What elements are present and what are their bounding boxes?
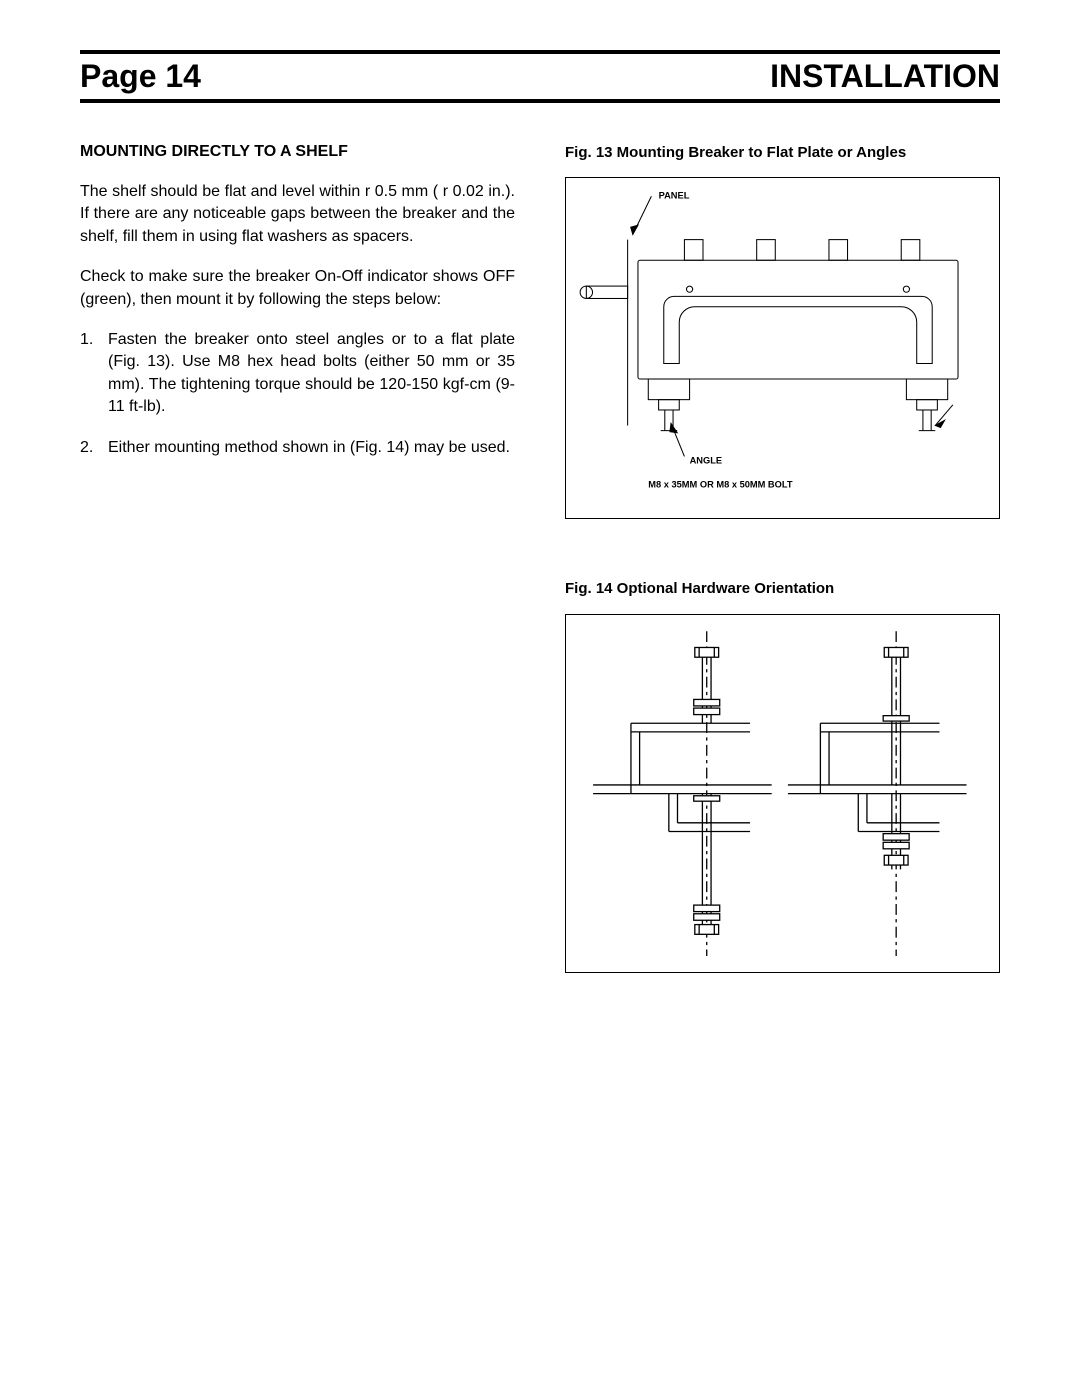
header-bar: Page 14 INSTALLATION: [80, 50, 1000, 103]
paragraph: The shelf should be flat and level withi…: [80, 181, 515, 248]
breaker-diagram-icon: PANEL ANGLE M8 x 35MM OR M8 x 50MM BOLT: [576, 188, 989, 508]
bolt-spec-label: M8 x 35MM OR M8 x 50MM BOLT: [648, 480, 793, 490]
left-column: MOUNTING DIRECTLY TO A SHELF The shelf s…: [80, 143, 515, 1033]
panel-label: PANEL: [659, 191, 690, 201]
section-title: INSTALLATION: [770, 58, 1000, 95]
figure-caption: Fig. 14 Optional Hardware Orientation: [565, 579, 1000, 599]
hardware-orientation-icon: [566, 615, 999, 972]
subheading: MOUNTING DIRECTLY TO A SHELF: [80, 143, 515, 161]
list-item: Either mounting method shown in (Fig. 14…: [80, 437, 515, 459]
page-number: Page 14: [80, 58, 201, 95]
figure-14: [565, 614, 1000, 973]
instruction-list: Fasten the breaker onto steel angles or …: [80, 329, 515, 459]
figure-13: PANEL ANGLE M8 x 35MM OR M8 x 50MM BOLT: [565, 177, 1000, 519]
figure-caption: Fig. 13 Mounting Breaker to Flat Plate o…: [565, 143, 1000, 163]
paragraph: Check to make sure the breaker On-Off in…: [80, 266, 515, 311]
angle-label: ANGLE: [690, 456, 722, 466]
content-columns: MOUNTING DIRECTLY TO A SHELF The shelf s…: [80, 143, 1000, 1033]
right-column: Fig. 13 Mounting Breaker to Flat Plate o…: [565, 143, 1000, 1033]
page: Page 14 INSTALLATION MOUNTING DIRECTLY T…: [0, 0, 1080, 1113]
list-item: Fasten the breaker onto steel angles or …: [80, 329, 515, 419]
